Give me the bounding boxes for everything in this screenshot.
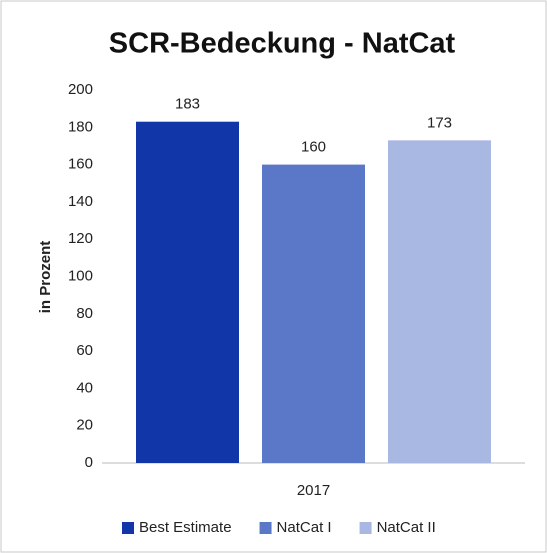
x-tick-label: 2017 bbox=[297, 482, 330, 499]
data-label: 183 bbox=[175, 96, 200, 113]
y-tick-label: 20 bbox=[76, 417, 93, 434]
y-tick-label: 160 bbox=[68, 156, 93, 173]
y-axis-label: in Prozent bbox=[37, 241, 54, 314]
bar bbox=[136, 121, 239, 463]
y-tick-label: 60 bbox=[76, 342, 93, 359]
bar bbox=[388, 140, 491, 464]
bar bbox=[262, 164, 365, 463]
data-label: 160 bbox=[301, 139, 326, 156]
legend-swatch bbox=[359, 522, 372, 534]
y-tick-label: 40 bbox=[76, 379, 93, 396]
y-tick-label: 80 bbox=[76, 305, 93, 322]
legend-swatch bbox=[259, 522, 272, 534]
data-label: 173 bbox=[427, 114, 452, 131]
legend-swatch bbox=[122, 522, 134, 534]
y-tick-label: 180 bbox=[68, 118, 93, 135]
y-tick-label: 0 bbox=[85, 454, 93, 471]
legend-label: Best Estimate bbox=[139, 519, 232, 536]
legend-label: NatCat II bbox=[377, 519, 436, 536]
y-tick-label: 100 bbox=[68, 267, 93, 284]
chart-title: SCR-Bedeckung - NatCat bbox=[109, 28, 456, 60]
y-tick-label: 200 bbox=[68, 81, 93, 98]
y-tick-label: 140 bbox=[68, 193, 93, 210]
legend-label: NatCat I bbox=[277, 519, 332, 536]
y-tick-label: 120 bbox=[68, 230, 93, 247]
